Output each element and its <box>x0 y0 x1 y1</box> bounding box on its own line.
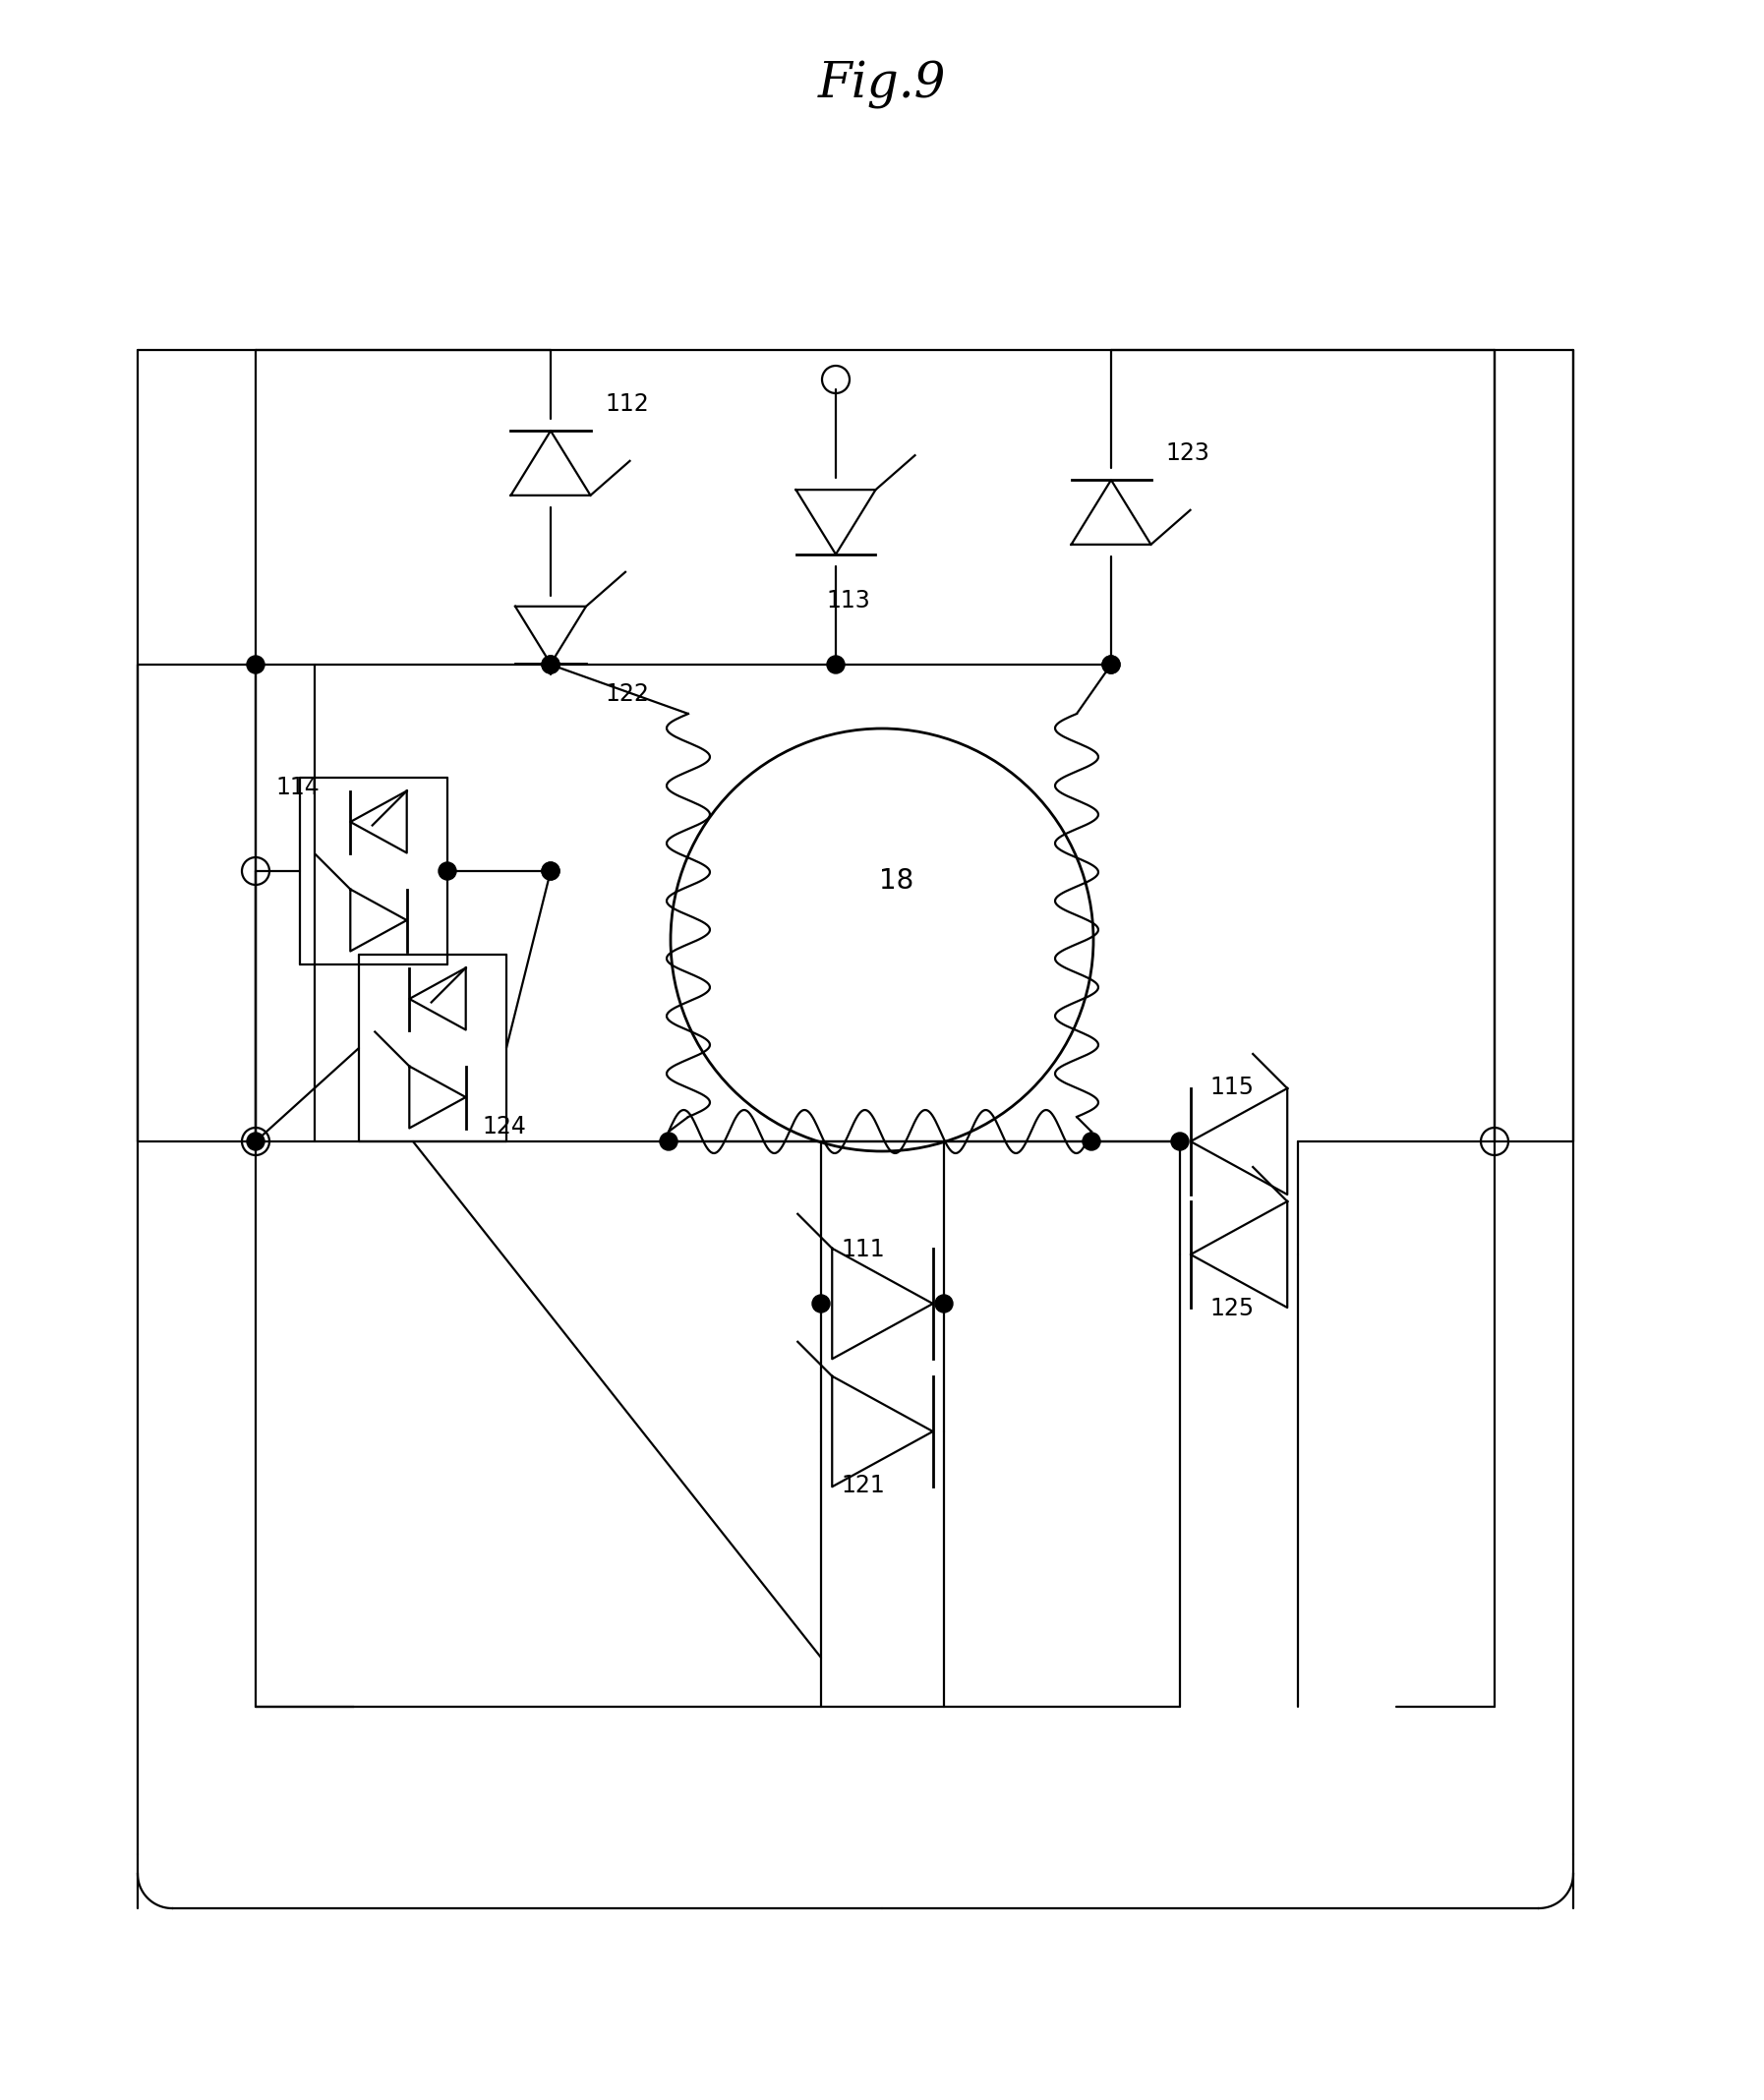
Circle shape <box>1102 655 1120 674</box>
Circle shape <box>811 1296 829 1312</box>
Text: Fig.9: Fig.9 <box>818 61 946 109</box>
Circle shape <box>247 655 265 674</box>
Text: 113: 113 <box>826 588 870 613</box>
Circle shape <box>660 1132 677 1151</box>
Circle shape <box>439 863 457 880</box>
Text: 111: 111 <box>841 1237 884 1262</box>
Circle shape <box>542 655 559 674</box>
Circle shape <box>542 655 559 674</box>
Circle shape <box>1171 1132 1189 1151</box>
Text: 115: 115 <box>1210 1075 1254 1098</box>
Text: 114: 114 <box>275 775 319 800</box>
Text: 125: 125 <box>1210 1298 1254 1321</box>
Circle shape <box>542 863 559 880</box>
Text: 122: 122 <box>605 682 649 706</box>
Text: 112: 112 <box>605 393 649 416</box>
Circle shape <box>1102 655 1120 674</box>
Circle shape <box>1083 1132 1101 1151</box>
Text: 123: 123 <box>1166 441 1210 464</box>
Circle shape <box>542 863 559 880</box>
Circle shape <box>247 1132 265 1151</box>
Circle shape <box>827 655 845 674</box>
Text: 18: 18 <box>880 867 914 895</box>
Text: 124: 124 <box>482 1115 526 1138</box>
Text: 121: 121 <box>841 1474 886 1497</box>
Circle shape <box>935 1296 953 1312</box>
